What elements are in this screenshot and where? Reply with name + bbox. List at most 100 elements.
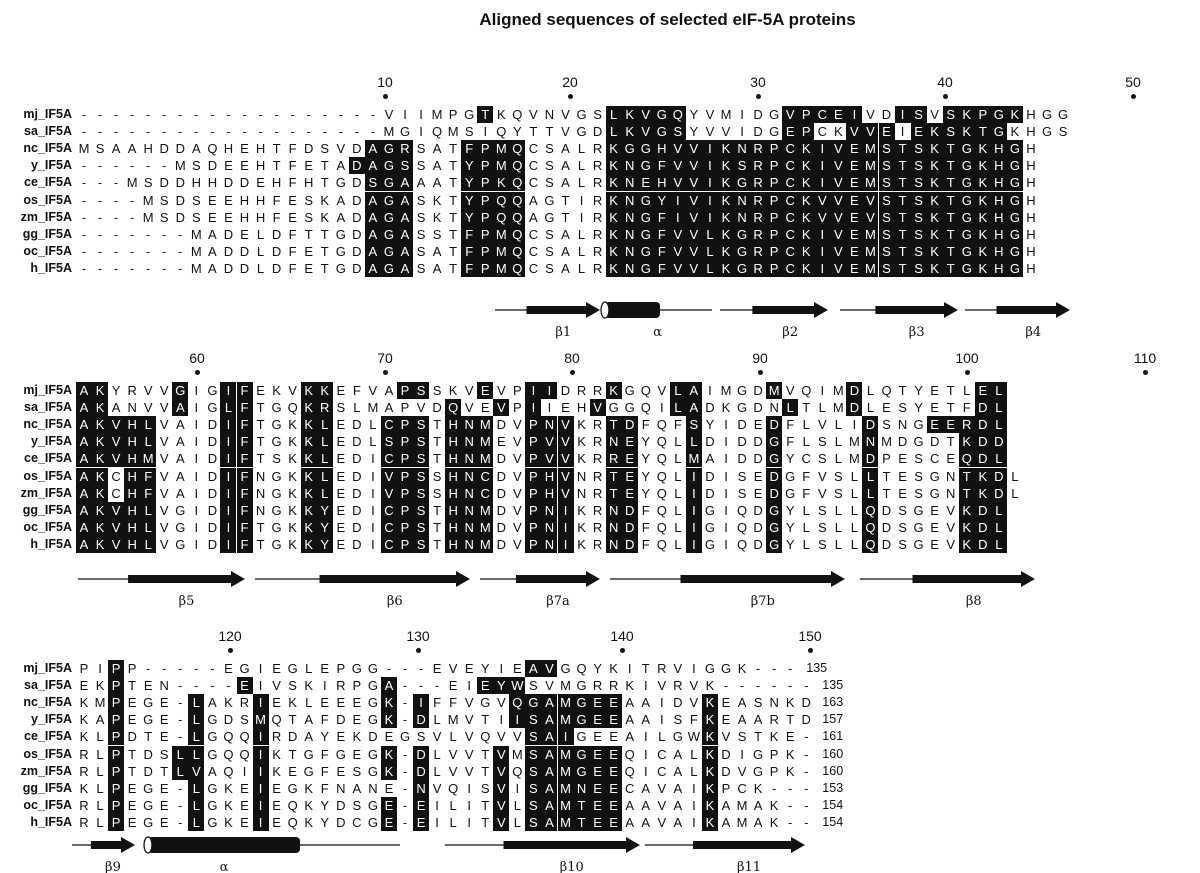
- residue-cell: K: [92, 433, 109, 451]
- residue-cell: G: [143, 814, 154, 830]
- residue-cell: K: [705, 678, 715, 694]
- sequence-name: nc_IF5A: [23, 695, 72, 710]
- residue-cell: V: [830, 242, 847, 260]
- residue-cell: I: [579, 192, 584, 208]
- residue-cell: E: [240, 797, 249, 813]
- residue-cell: A: [76, 450, 92, 468]
- residue-cell: K: [605, 382, 622, 399]
- residue-cell: I: [685, 467, 702, 485]
- residue-cell: V: [464, 400, 474, 416]
- residue-cell: M: [557, 711, 574, 729]
- residue-cell: K: [926, 174, 943, 192]
- residue-cell: Q: [493, 191, 510, 209]
- residue-cell: I: [692, 661, 696, 676]
- residue-cell: G: [380, 157, 397, 175]
- residue-cell: V: [685, 191, 702, 209]
- residue-cell: V: [143, 400, 153, 416]
- residue-cell: H: [124, 450, 141, 468]
- residue-cell: A: [364, 242, 381, 260]
- residue-cell: Q: [509, 259, 526, 277]
- residue-cell: S: [898, 502, 907, 518]
- residue-cell: L: [802, 536, 810, 552]
- residue-cell: E: [926, 416, 943, 434]
- residue-cell: G: [734, 259, 751, 277]
- residue-cell: M: [848, 434, 860, 450]
- residue-cell: G: [608, 400, 619, 416]
- residue-cell: K: [300, 416, 317, 434]
- residue-cell: V: [493, 796, 510, 814]
- position-dot: [383, 370, 388, 375]
- residue-cell: P: [352, 678, 362, 694]
- residue-cell: A: [304, 729, 314, 745]
- residue-cell: L: [674, 502, 682, 518]
- residue-cell: L: [577, 158, 586, 174]
- residue-cell: K: [701, 745, 718, 763]
- residue-cell: -: [97, 175, 103, 191]
- structure-label: α: [653, 325, 662, 340]
- residue-cell: A: [641, 780, 651, 796]
- residue-cell: K: [300, 518, 317, 536]
- residue-cell: L: [850, 485, 858, 501]
- residue-cell: M: [862, 225, 879, 243]
- residue-cell: E: [256, 383, 265, 398]
- residue-cell: R: [750, 225, 767, 243]
- residue-cell: V: [529, 107, 538, 122]
- residue-cell: I: [557, 728, 574, 746]
- residue-cell: E: [127, 780, 137, 796]
- residue-cell: E: [336, 536, 346, 552]
- residue-cell: G: [653, 123, 670, 141]
- residue-cell: E: [143, 678, 153, 694]
- residue-cell: M: [766, 382, 783, 399]
- residue-cell: H: [653, 174, 670, 192]
- residue-cell: L: [172, 762, 189, 780]
- helix-element: α: [600, 301, 712, 340]
- residue-cell: -: [146, 107, 151, 122]
- sequence-name: oc_IF5A: [23, 797, 72, 812]
- residue-cell: D: [737, 417, 747, 433]
- residue-cell: I: [413, 694, 430, 712]
- residue-cell: V: [669, 174, 686, 192]
- residue-cell: K: [718, 242, 734, 260]
- residue-cell: L: [674, 434, 682, 450]
- residue-cell: V: [496, 383, 506, 398]
- residue-cell: F: [802, 468, 811, 484]
- residue-cell: A: [304, 712, 314, 728]
- residue-cell: A: [208, 226, 217, 242]
- residue-cell: R: [608, 678, 619, 694]
- residue-cell: -: [354, 107, 360, 122]
- residue-cell: K: [380, 745, 397, 763]
- residue-cell: D: [239, 260, 250, 276]
- residue-cell: G: [367, 695, 378, 711]
- residue-cell: -: [210, 124, 215, 140]
- residue-cell: V: [589, 399, 606, 417]
- residue-cell: D: [352, 468, 362, 484]
- residue-cell: M: [383, 124, 395, 140]
- residue-cell: E: [272, 780, 281, 796]
- residue-cell: H: [1026, 124, 1036, 140]
- residue-cell: P: [513, 400, 522, 416]
- residue-cell: D: [336, 797, 346, 813]
- residue-cell: V: [159, 519, 169, 535]
- residue-cell: H: [124, 518, 141, 536]
- residue-cell: H: [990, 242, 1007, 260]
- residue-cell: A: [561, 260, 570, 276]
- residue-cell: L: [862, 467, 879, 485]
- residue-cell: E: [942, 416, 959, 434]
- residue-cell: K: [701, 711, 718, 729]
- residue-cell: I: [894, 106, 911, 123]
- residue-cell: R: [592, 434, 603, 450]
- residue-cell: I: [814, 157, 831, 175]
- residue-cell: G: [351, 661, 362, 676]
- residue-cell: A: [127, 141, 137, 157]
- residue-cell: L: [220, 399, 237, 417]
- residue-cell: K: [701, 694, 718, 712]
- sequence-row: nc_IF5A K M P E G E - L A K R I E K L E E E G K - I F F V G V Q G A M G E…: [0, 694, 1200, 712]
- residue-cell: K: [300, 450, 317, 468]
- residue-cell: E: [159, 729, 169, 745]
- residue-cell: M: [78, 141, 90, 157]
- residue-cell: E: [336, 695, 346, 711]
- residue-cell: D: [352, 485, 362, 501]
- residue-cell: F: [288, 260, 297, 276]
- residue-cell: K: [718, 157, 734, 175]
- residue-cell: T: [481, 797, 490, 813]
